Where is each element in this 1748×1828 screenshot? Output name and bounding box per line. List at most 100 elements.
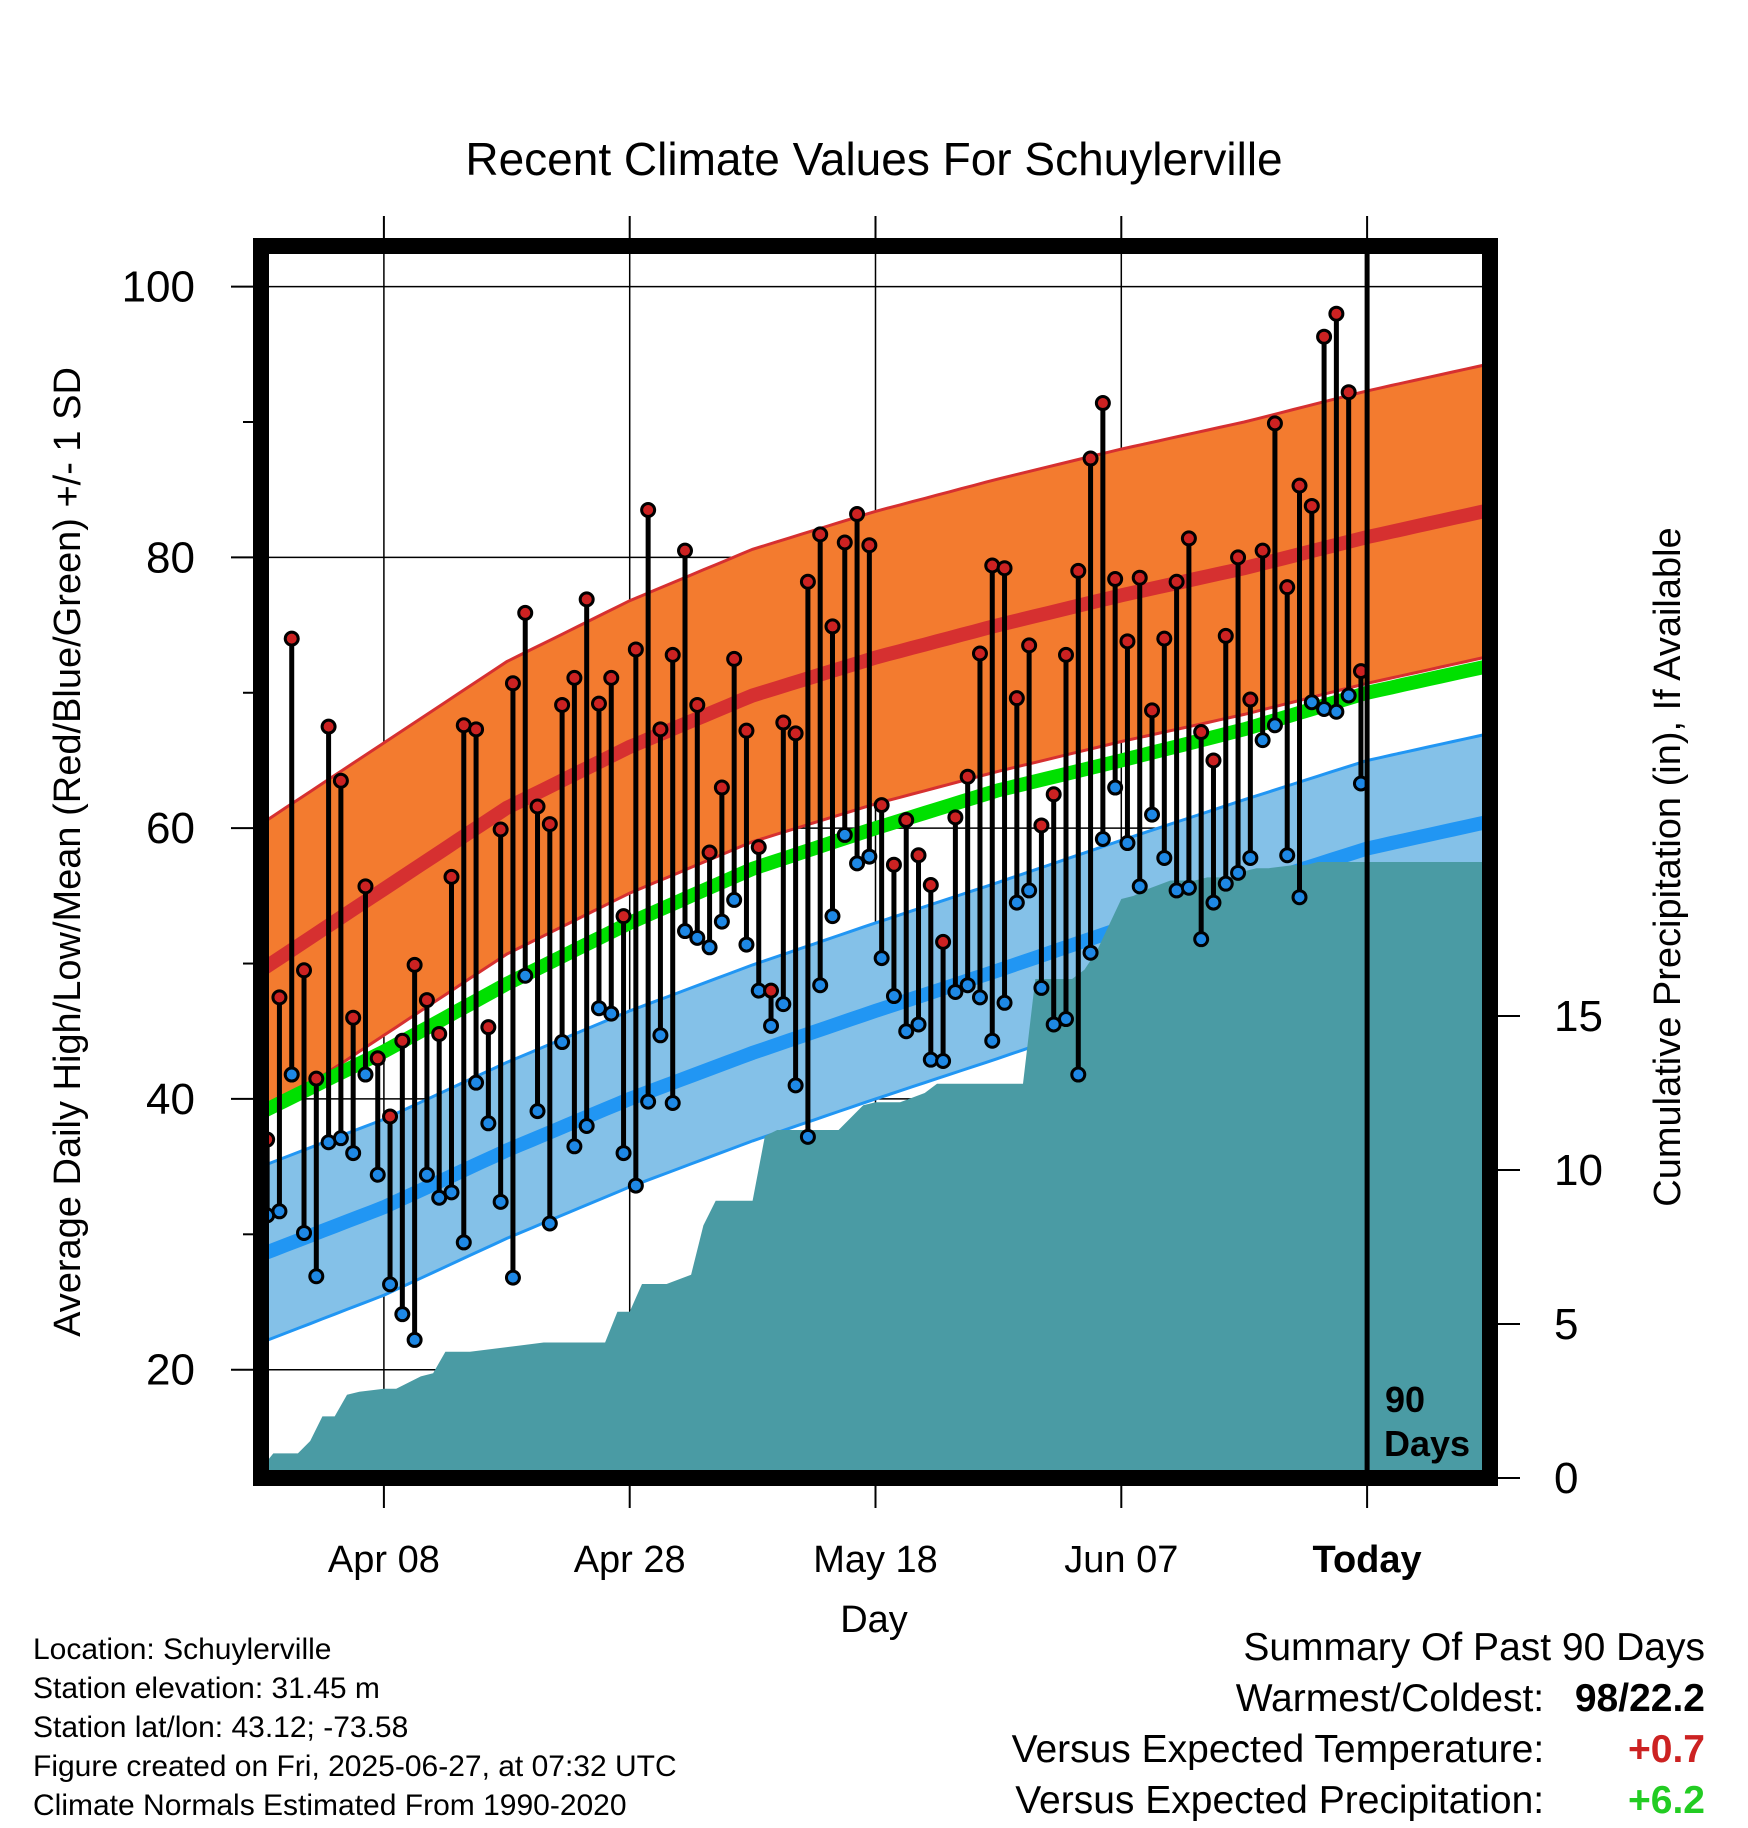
axes: Apr 08 Apr 28 May 18 Jun 07 Today20406080100… [122,216,1603,1581]
y2-axis-label: Cumulative Precipitation (in), If Availa… [1647,527,1689,1206]
high-point-28 [603,669,620,686]
high-point-27 [590,695,607,712]
y2-tick-label-1: 5 [1554,1300,1578,1349]
high-point-64 [1045,786,1062,803]
summary-warmest-row: Warmest/Coldest: 98/22.2 [1012,1673,1705,1724]
y2-tick-label-2: 10 [1554,1146,1603,1195]
high-point-4 [308,1070,325,1087]
low-point-8 [357,1066,374,1083]
low-point-24 [554,1034,571,1051]
high-point-1 [271,989,288,1006]
low-point-35 [689,929,706,946]
low-point-58 [971,989,988,1006]
temp-label: Versus Expected Temperature: [1011,1728,1545,1771]
high-point-70 [1119,633,1136,650]
daily-temperatures [261,305,1369,1348]
high-point-45 [812,526,829,543]
low-point-57 [959,977,976,994]
summary-heading: Summary Of Past 90 Days [1243,1626,1705,1669]
low-point-32 [652,1027,669,1044]
low-point-17 [468,1074,485,1091]
warmest-slash: / [1618,1677,1630,1720]
high-point-32 [652,721,669,738]
high-point-18 [480,1019,497,1036]
low-point-15 [443,1184,460,1201]
low-point-3 [296,1224,313,1241]
high-point-43 [787,725,804,742]
high-point-7 [345,1009,362,1026]
high-point-2 [283,630,300,647]
low-point-4 [308,1268,325,1285]
high-point-46 [824,618,841,635]
low-point-10 [382,1276,399,1293]
low-point-47 [836,826,853,843]
high-point-86 [1316,328,1333,345]
high-point-5 [320,718,337,735]
low-point-77 [1205,894,1222,911]
high-point-21 [517,604,534,621]
low-point-41 [763,1017,780,1034]
today-label-1: 90 [1385,1379,1425,1420]
summary-precip-row: Versus Expected Precipitation: +6.2 [1012,1775,1705,1826]
low-point-2 [283,1066,300,1083]
low-point-43 [787,1077,804,1094]
today-label-2: Days [1384,1423,1470,1464]
high-point-76 [1193,724,1210,741]
high-point-37 [713,779,730,796]
precip-value: +6.2 [1628,1779,1705,1822]
high-point-3 [296,962,313,979]
low-point-30 [627,1177,644,1194]
high-point-87 [1328,305,1345,322]
high-point-53 [910,847,927,864]
high-point-29 [615,908,632,925]
y2-tick-label-0: 0 [1554,1454,1578,1503]
high-point-20 [504,675,521,692]
high-point-34 [677,542,694,559]
summary-panel: Summary Of Past 90 Days Warmest/Coldest:… [1012,1622,1705,1826]
plot-frame [253,238,1498,1486]
low-point-67 [1082,944,1099,961]
high-point-12 [406,956,423,973]
low-point-9 [369,1166,386,1183]
low-point-33 [664,1094,681,1111]
high-point-56 [947,809,964,826]
high-point-54 [922,877,939,894]
high-point-33 [664,646,681,663]
high-point-55 [935,933,952,950]
high-point-85 [1303,497,1320,514]
high-point-11 [394,1032,411,1049]
high-point-19 [492,821,509,838]
high-point-66 [1070,562,1087,579]
high-point-84 [1291,477,1308,494]
high-point-49 [861,537,878,554]
high-point-13 [418,992,435,1009]
info-latlon: Station lat/lon: 43.12; -73.58 [33,1711,409,1744]
x-tick-label-4: Today [1313,1539,1422,1581]
low-point-7 [345,1145,362,1162]
low-point-78 [1217,875,1234,892]
low-point-21 [517,967,534,984]
high-point-42 [775,714,792,731]
info-created: Figure created on Fri, 2025-06-27, at 07… [33,1750,677,1783]
low-point-65 [1057,1011,1074,1028]
high-point-50 [873,797,890,814]
high-point-31 [640,502,657,518]
low-point-87 [1328,703,1345,720]
high-point-24 [554,696,571,713]
low-point-70 [1119,835,1136,852]
low-point-62 [1021,882,1038,899]
low-point-88 [1340,687,1357,704]
x-axis-label: Day [840,1599,908,1641]
low-point-37 [713,913,730,930]
high-point-60 [996,560,1013,577]
info-normals: Climate Normals Estimated From 1990-2020 [33,1789,627,1822]
low-point-76 [1193,931,1210,948]
high-point-74 [1168,573,1185,590]
high-point-6 [332,772,349,789]
low-point-56 [947,983,964,1000]
high-point-88 [1340,384,1357,401]
high-point-26 [578,591,595,608]
high-point-23 [541,816,558,833]
low-point-38 [726,891,743,908]
high-point-48 [849,506,866,523]
